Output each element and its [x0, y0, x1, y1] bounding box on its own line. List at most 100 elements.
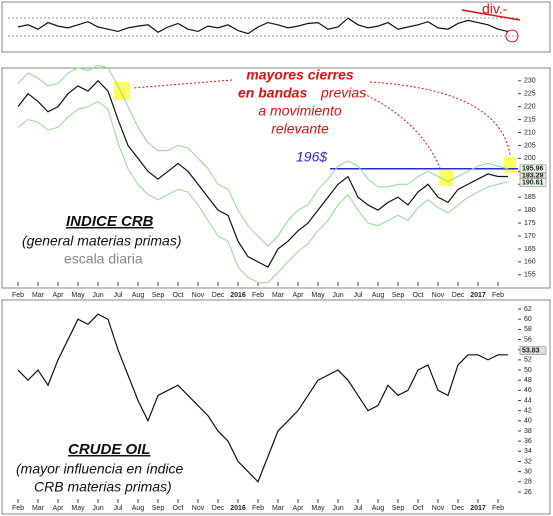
level-label: 196$: [296, 149, 327, 165]
x-tick-label: Mar: [32, 505, 45, 512]
annotation: mayores cierres: [246, 67, 354, 83]
last-value-label: 53.83: [522, 347, 540, 354]
y-tick-label: 52: [524, 357, 532, 364]
y-tick-label: 26: [524, 489, 532, 496]
x-tick-label: Sep: [152, 505, 165, 512]
x-tick-label: Dec: [212, 505, 225, 512]
x-tick-label: May: [71, 292, 85, 299]
chart-title: INDICE CRB: [66, 213, 154, 230]
y-tick-label: 205: [524, 142, 536, 149]
x-tick-label: Apr: [293, 292, 305, 299]
x-tick-label: Oct: [413, 292, 424, 299]
x-tick-label: 2016: [230, 505, 246, 512]
y-tick-label: 155: [524, 272, 536, 279]
x-tick-label: Jul: [114, 292, 123, 299]
annotation: relevante: [271, 121, 329, 137]
highlight: [439, 170, 453, 186]
x-tick-label: Aug: [372, 292, 385, 299]
x-tick-label: Sep: [392, 292, 405, 299]
annotation: div.-: [482, 1, 508, 17]
x-tick-label: Aug: [132, 292, 145, 299]
x-tick-label: Dec: [452, 292, 465, 299]
x-tick-label: Feb: [492, 292, 504, 299]
x-tick-label: Feb: [252, 292, 264, 299]
y-tick-label: 50: [524, 367, 532, 374]
last-value-tag: [519, 178, 547, 187]
x-tick-label: Jul: [354, 505, 363, 512]
chart-subtitle: CRB materias primas): [34, 479, 172, 495]
x-tick-label: Sep: [392, 505, 405, 512]
x-tick-label: 2017: [470, 292, 486, 299]
y-tick-label: 48: [524, 377, 532, 384]
highlight: [114, 82, 130, 100]
y-tick-label: 42: [524, 408, 532, 415]
divergence-line: [461, 9, 521, 21]
x-tick-label: Dec: [452, 505, 465, 512]
y-tick-label: 180: [524, 207, 536, 214]
y-tick-label: 36: [524, 438, 532, 445]
series-line: [17, 79, 508, 268]
x-tick-label: Oct: [413, 505, 424, 512]
x-tick-label: Feb: [12, 505, 24, 512]
y-tick-label: 230: [524, 78, 536, 85]
x-tick-label: Feb: [252, 505, 264, 512]
series-line: [17, 64, 509, 248]
x-tick-label: Aug: [372, 505, 385, 512]
x-tick-label: May: [311, 505, 325, 512]
chart-subtitle: (mayor influencia en índice: [16, 461, 184, 477]
last-value-tag: [519, 346, 547, 355]
y-tick-label: 215: [524, 116, 536, 123]
chart-subtitle: (general materias primas): [22, 233, 182, 249]
y-tick-label: 56: [524, 336, 532, 343]
x-tick-label: Apr: [53, 505, 65, 512]
y-tick-label: 38: [524, 428, 532, 435]
y-tick-label: 34: [524, 448, 532, 455]
annotation: a movimiento: [258, 103, 341, 119]
x-tick-label: Nov: [192, 505, 205, 512]
x-tick-label: 2017: [470, 505, 486, 512]
panel-frame: [1, 67, 551, 289]
panel-frame: [1, 299, 551, 515]
x-tick-label: Oct: [173, 505, 184, 512]
arrow: [359, 91, 441, 169]
chart-title: CRUDE OIL: [68, 441, 151, 458]
series-line: [17, 17, 509, 35]
y-tick-label: 60: [524, 316, 532, 323]
x-tick-label: Feb: [12, 292, 24, 299]
y-tick-label: 220: [524, 103, 536, 110]
y-tick-label: 225: [524, 91, 536, 98]
chart-note: escala diaria: [64, 251, 143, 267]
arrow: [369, 81, 511, 156]
y-tick-label: 30: [524, 468, 532, 475]
x-tick-label: Sep: [152, 292, 165, 299]
x-tick-label: Nov: [192, 292, 205, 299]
y-tick-label: 46: [524, 387, 532, 394]
x-tick-label: Oct: [173, 292, 184, 299]
x-tick-label: Jun: [92, 505, 103, 512]
x-tick-label: May: [311, 292, 325, 299]
y-tick-label: 44: [524, 397, 532, 404]
y-tick-label: 165: [524, 246, 536, 253]
y-tick-label: 28: [524, 479, 532, 486]
x-tick-label: Mar: [272, 505, 285, 512]
y-tick-label: 58: [524, 326, 532, 333]
y-tick-label: 200: [524, 155, 536, 162]
divergence-circle: [505, 29, 519, 43]
y-tick-label: 32: [524, 458, 532, 465]
x-tick-label: Jul: [354, 292, 363, 299]
y-tick-label: 40: [524, 418, 532, 425]
last-value-label: 190.61: [522, 180, 544, 187]
x-tick-label: Jun: [332, 505, 343, 512]
x-tick-label: Feb: [492, 505, 504, 512]
y-tick-label: 175: [524, 220, 536, 227]
highlight: [504, 157, 516, 173]
x-tick-label: 2016: [230, 292, 246, 299]
x-tick-label: Jun: [332, 292, 343, 299]
last-value-label: 193.29: [522, 173, 544, 180]
y-tick-label: 160: [524, 259, 536, 266]
x-tick-label: Mar: [272, 292, 285, 299]
x-tick-label: Dec: [212, 292, 225, 299]
x-tick-label: Nov: [432, 292, 445, 299]
x-tick-label: Mar: [32, 292, 45, 299]
